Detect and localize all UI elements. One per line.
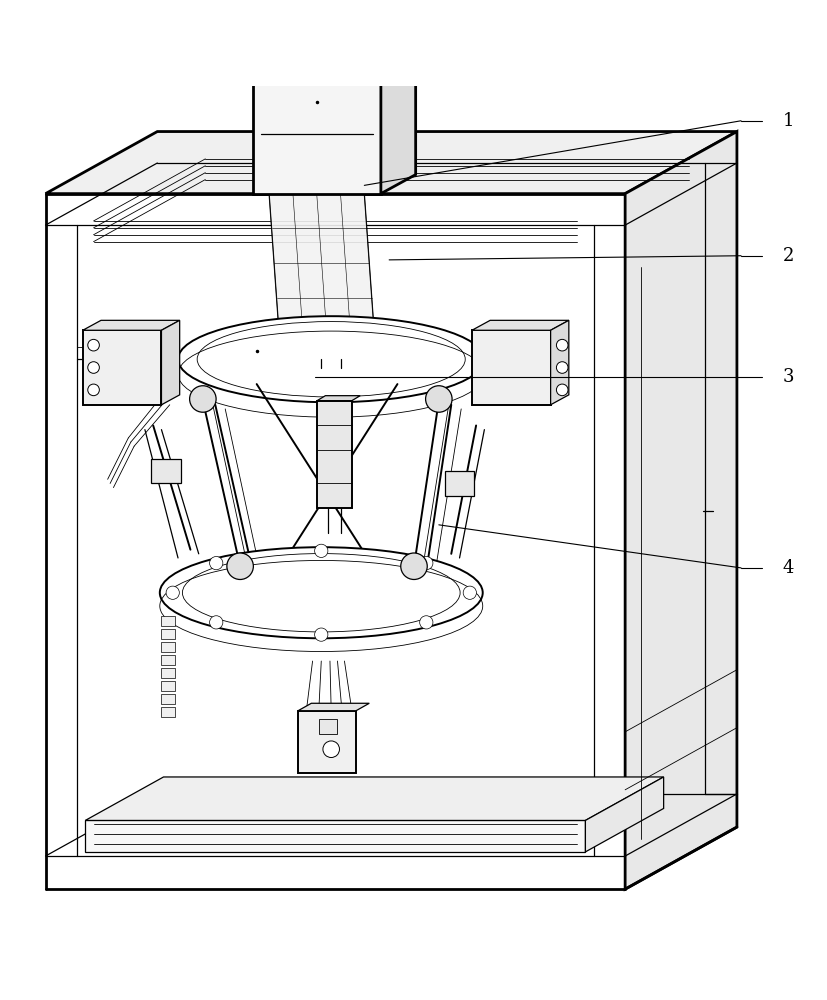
Polygon shape <box>380 17 415 194</box>
Circle shape <box>425 386 452 412</box>
Circle shape <box>314 628 327 641</box>
Circle shape <box>88 339 99 351</box>
Circle shape <box>400 553 427 579</box>
Polygon shape <box>252 17 415 36</box>
Circle shape <box>556 384 567 396</box>
Bar <box>161 629 174 639</box>
Bar <box>161 642 174 652</box>
Circle shape <box>209 616 222 629</box>
Bar <box>161 681 174 691</box>
Bar <box>317 401 351 508</box>
Circle shape <box>323 741 339 758</box>
Polygon shape <box>550 320 568 405</box>
Ellipse shape <box>160 547 482 638</box>
Ellipse shape <box>178 316 484 402</box>
Ellipse shape <box>197 322 465 397</box>
Polygon shape <box>45 132 736 194</box>
Bar <box>151 459 180 483</box>
Circle shape <box>556 339 567 351</box>
Text: 4: 4 <box>782 559 793 577</box>
Circle shape <box>88 384 99 396</box>
Text: 1: 1 <box>782 112 793 130</box>
Bar <box>83 330 161 405</box>
Polygon shape <box>624 132 736 889</box>
Bar <box>318 719 337 734</box>
Circle shape <box>419 616 433 629</box>
Bar <box>161 655 174 665</box>
Circle shape <box>209 556 222 570</box>
Circle shape <box>314 544 327 557</box>
Polygon shape <box>269 194 376 368</box>
Bar <box>471 330 550 405</box>
Bar <box>161 668 174 678</box>
Bar <box>252 36 380 194</box>
Polygon shape <box>85 777 663 820</box>
Polygon shape <box>161 320 179 405</box>
Circle shape <box>88 362 99 373</box>
Ellipse shape <box>182 554 460 632</box>
Circle shape <box>227 553 253 579</box>
Polygon shape <box>317 396 360 401</box>
Circle shape <box>462 586 476 599</box>
Text: 3: 3 <box>782 368 793 386</box>
Polygon shape <box>471 320 568 330</box>
Polygon shape <box>83 320 179 330</box>
Bar <box>161 707 174 717</box>
Circle shape <box>166 586 179 599</box>
Circle shape <box>189 386 216 412</box>
Bar <box>444 471 474 496</box>
Polygon shape <box>298 703 369 711</box>
Polygon shape <box>585 777 663 852</box>
Circle shape <box>419 556 433 570</box>
Circle shape <box>556 362 567 373</box>
Bar <box>85 820 585 852</box>
Bar <box>161 616 174 626</box>
Bar <box>298 711 356 773</box>
Bar <box>161 694 174 704</box>
Text: 2: 2 <box>782 247 793 265</box>
